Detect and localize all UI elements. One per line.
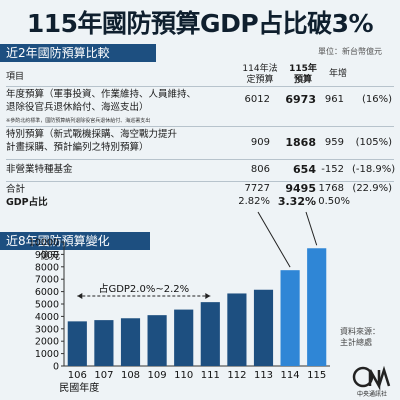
header-115: 115年預算 — [289, 64, 317, 85]
y-axis-label: 億元 — [40, 249, 60, 262]
table-row: 特別預算（新式戰機採購、海空戰力提升 計畫採購、預計編列之特別預算） 909 1… — [6, 128, 394, 158]
divider — [6, 181, 394, 182]
x-tick-label: 109 — [148, 370, 167, 381]
table-row: 非營業特種基金 806 654 -152 (-18.9%) — [6, 161, 396, 179]
cna-logo: 中央通訊社 — [352, 365, 391, 398]
change-pct: (-18.9%) — [352, 164, 396, 175]
bar-114 — [280, 270, 300, 366]
total-change: 1768 — [318, 183, 344, 194]
value-115: 1868 — [285, 136, 316, 149]
divider — [6, 159, 394, 160]
x-tick-label: 112 — [227, 370, 246, 381]
row-label: 特別預算（新式戰機採購、海空戰力提升 — [6, 129, 178, 140]
bar-110 — [174, 309, 194, 366]
y-tick-label: 0 — [53, 362, 59, 373]
row-label: 計畫採購、預計編列之特別預算） — [6, 142, 149, 153]
total-label: 合計 — [6, 184, 26, 195]
leader-line-114 — [257, 211, 291, 268]
total-114: 7727 — [244, 183, 270, 194]
change-pct: (105%) — [355, 137, 392, 148]
total-row: 合計 7727 9495 1768 (22.9%) GDP占比 2.82% 3.… — [6, 182, 394, 211]
row-label: 年度預算（軍事投資、作業維持、人員維持、 — [6, 89, 197, 100]
y-tick-label: 2000 — [35, 337, 59, 348]
value-114: 806 — [250, 164, 270, 175]
x-tick-label: 108 — [121, 370, 140, 381]
change-value: 961 — [324, 94, 344, 105]
chart-section-heading: 近8年國防預算變化 — [0, 232, 150, 250]
logo-subtitle: 中央通訊社 — [357, 390, 387, 398]
change-value: -152 — [321, 164, 344, 175]
x-tick-label: 106 — [68, 370, 87, 381]
row-label: 非營業特種基金 — [6, 164, 73, 175]
gdp-114: 2.82% — [238, 196, 270, 207]
total-115: 9495 — [285, 182, 316, 195]
x-tick-label: 107 — [94, 370, 113, 381]
y-tick-label: 7000 — [35, 275, 59, 286]
page-title: 115年國防預算GDP占比破3% — [26, 9, 374, 38]
table-header: 項目 114年法定預算 115年預算 年增 — [6, 64, 394, 86]
leader-line-115 — [305, 211, 318, 246]
value-115: 6973 — [285, 93, 316, 106]
source-line2: 主計總處 — [340, 338, 372, 347]
header-114: 114年法定預算 — [242, 64, 278, 85]
x-axis-label: 民國年度 — [59, 381, 99, 394]
y-tick-label: 6000 — [35, 287, 59, 298]
x-tick-label: 110 — [174, 370, 193, 381]
divider — [6, 126, 394, 127]
y-tick-label: 1000 — [35, 349, 59, 360]
y-tick-label: 4000 — [35, 312, 59, 323]
x-tick-label: 115 — [307, 370, 326, 381]
gdp-115: 3.32% — [277, 195, 316, 208]
table-section-heading: 近2年國防預算比較 — [0, 44, 156, 62]
bar-111 — [200, 302, 220, 366]
y-tick-label: 3000 — [35, 324, 59, 335]
change-value: 959 — [324, 137, 344, 148]
row-note: ※參酌北約標準，國防預算納列退除役官兵退休給付、海巡署支出 — [6, 118, 151, 124]
change-pct: (16%) — [361, 94, 392, 105]
value-114: 6012 — [244, 94, 270, 105]
total-change-pct: (22.9%) — [352, 183, 392, 194]
y-tick-label: 8000 — [35, 262, 59, 273]
bar-113 — [253, 289, 274, 366]
bar-112 — [227, 293, 247, 366]
bar-108 — [120, 318, 141, 366]
source-note: 資料來源： 主計總處 — [340, 326, 380, 348]
table-row: 年度預算（軍事投資、作業維持、人員維持、 退除役官兵退休給付、海巡支出） ※參酌… — [6, 88, 394, 126]
annotation-label: 占GDP2.0%~2.2% — [98, 282, 189, 295]
unit-note: 單位：新台幣億元 — [318, 47, 382, 56]
row-label: 退除役官兵退休給付、海巡支出） — [6, 102, 149, 113]
x-tick-label: 113 — [254, 370, 273, 381]
y-tick-label: 9000 — [35, 250, 59, 261]
bar-107 — [94, 320, 114, 366]
bar-109 — [147, 315, 167, 366]
x-tick-label: 114 — [281, 370, 300, 381]
bar-115 — [307, 248, 327, 366]
bar-106 — [67, 321, 87, 366]
gdp-label: GDP占比 — [6, 197, 48, 208]
y-tick-label: 5000 — [35, 300, 59, 311]
source-line1: 資料來源： — [340, 327, 380, 336]
annotation-background — [101, 283, 186, 295]
value-115: 654 — [293, 163, 316, 176]
y-tick-label: 10000 — [29, 238, 59, 249]
header-item: 項目 — [6, 72, 25, 82]
header-change: 年增 — [328, 69, 347, 79]
gdp-change: 0.50% — [318, 196, 350, 207]
divider — [6, 86, 394, 87]
x-tick-label: 111 — [201, 370, 220, 381]
value-114: 909 — [250, 137, 270, 148]
